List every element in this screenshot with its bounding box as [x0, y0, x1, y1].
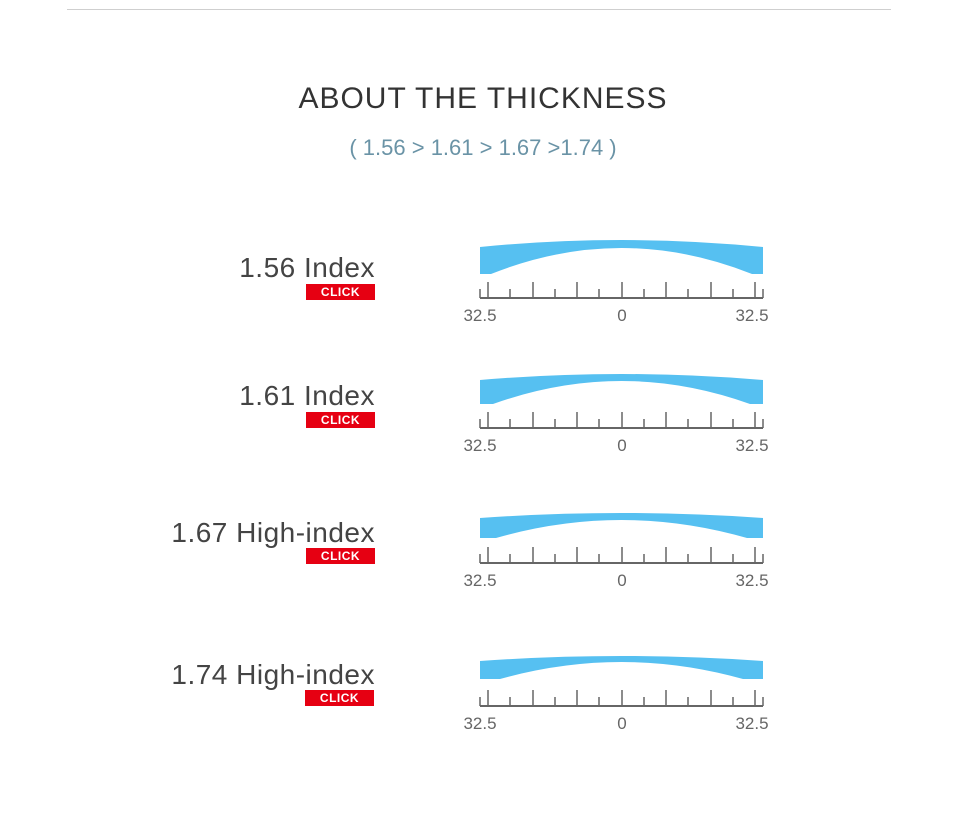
row-label: 1.61 Index	[239, 380, 375, 411]
lens-profile	[480, 513, 763, 538]
click-button[interactable]: CLICK	[306, 412, 375, 428]
click-button[interactable]: CLICK	[306, 284, 375, 300]
page-title: ABOUT THE THICKNESS	[298, 82, 668, 115]
scale-label: 0	[617, 306, 626, 325]
lens-profile	[480, 656, 763, 679]
lens-profile	[480, 240, 763, 274]
scale-label: 32.5	[735, 714, 768, 733]
scale-label: 32.5	[463, 306, 496, 325]
scale-label: 32.5	[735, 436, 768, 455]
page-subtitle: ( 1.56 > 1.61 > 1.67 >1.74 )	[349, 135, 617, 160]
scale-label: 0	[617, 436, 626, 455]
click-button[interactable]: CLICK	[305, 690, 374, 706]
row-label: 1.56 Index	[239, 252, 375, 283]
click-button[interactable]: CLICK	[306, 548, 375, 564]
scale-label: 0	[617, 714, 626, 733]
scale-label: 32.5	[735, 571, 768, 590]
scale-label: 32.5	[463, 571, 496, 590]
lens-profile	[480, 374, 763, 404]
row-label: 1.67 High-index	[171, 517, 375, 548]
top-divider	[67, 9, 891, 10]
scale-label: 32.5	[463, 714, 496, 733]
scale-label: 0	[617, 571, 626, 590]
scale-label: 32.5	[463, 436, 496, 455]
row-label: 1.74 High-index	[171, 659, 375, 690]
scale-label: 32.5	[735, 306, 768, 325]
